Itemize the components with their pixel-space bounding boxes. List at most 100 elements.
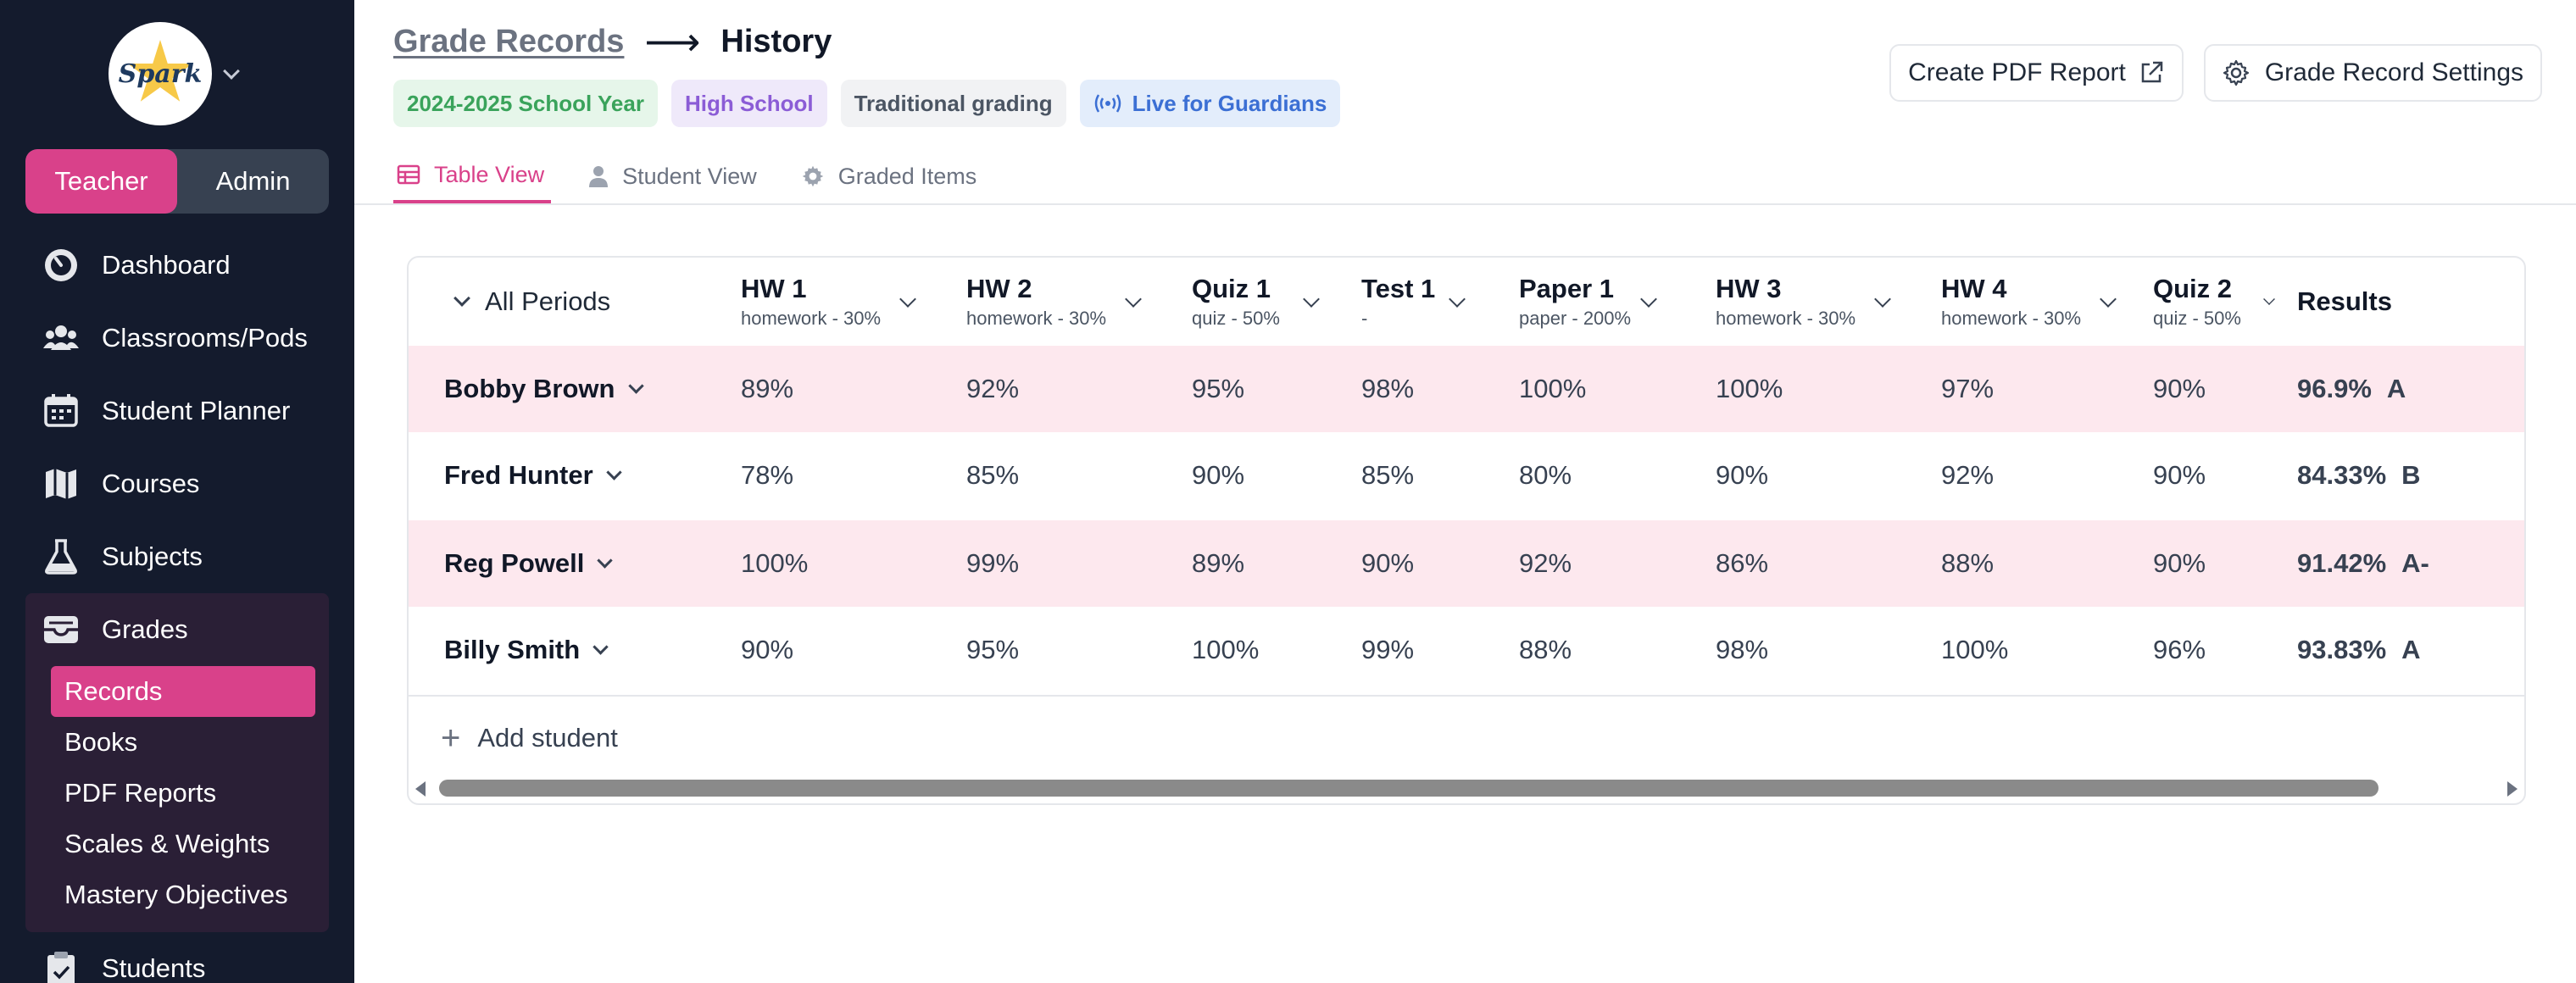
column-header[interactable]: HW 1 homework - 30% <box>741 258 881 346</box>
create-pdf-report-label: Create PDF Report <box>1908 58 2126 86</box>
score-cell[interactable]: 90% <box>1716 460 1769 490</box>
column-header[interactable]: Quiz 1 quiz - 50% <box>1192 258 1280 346</box>
chevron-down-icon <box>593 638 609 655</box>
sidebar-subitem-records[interactable]: Records <box>51 666 315 717</box>
score-cell[interactable]: 92% <box>1519 548 1572 578</box>
student-name-dropdown[interactable]: Billy Smith <box>444 607 609 693</box>
score-cell[interactable]: 100% <box>1192 635 1260 664</box>
tabs-divider <box>354 203 2576 205</box>
grade-record-settings-button[interactable]: Grade Record Settings <box>2203 44 2542 102</box>
score-cell[interactable]: 90% <box>741 635 794 664</box>
sidebar-item-label: Subjects <box>102 541 203 571</box>
score-cell[interactable]: 89% <box>741 374 794 403</box>
score-cell[interactable]: 90% <box>1361 548 1415 578</box>
score-cell[interactable]: 80% <box>1519 460 1572 490</box>
scroll-right-icon[interactable] <box>2507 781 2518 797</box>
score-cell[interactable]: 99% <box>1361 635 1415 664</box>
create-pdf-report-button[interactable]: Create PDF Report <box>1889 44 2184 102</box>
scroll-thumb[interactable] <box>439 780 2378 797</box>
score-cell[interactable]: 90% <box>2153 460 2206 490</box>
score-cell[interactable]: 100% <box>741 548 809 578</box>
score-cell[interactable]: 92% <box>966 374 1020 403</box>
column-title: HW 4 <box>1941 274 2007 303</box>
score-cell[interactable]: 99% <box>966 548 1020 578</box>
column-header[interactable]: Quiz 2 quiz - 50% <box>2153 258 2241 346</box>
column-header[interactable]: HW 2 homework - 30% <box>966 258 1106 346</box>
sidebar-item-classrooms[interactable]: Classrooms/Pods <box>25 302 329 375</box>
score-cell[interactable]: 100% <box>1716 374 1783 403</box>
score-cell[interactable]: 100% <box>1519 374 1587 403</box>
column-header[interactable]: Test 1 - <box>1361 258 1435 346</box>
org-switcher[interactable]: Spark <box>108 22 240 125</box>
score-cell[interactable]: 90% <box>2153 374 2206 403</box>
student-name-dropdown[interactable]: Bobby Brown <box>444 346 644 432</box>
tab-table-view[interactable]: Table View <box>393 149 552 203</box>
chevron-down-icon[interactable] <box>1449 291 1466 308</box>
scroll-left-icon[interactable] <box>415 781 426 797</box>
chevron-down-icon[interactable] <box>899 291 916 308</box>
top-actions: Create PDF Report Grade Record Settings <box>1889 44 2542 102</box>
chevron-down-icon[interactable] <box>1640 291 1657 308</box>
column-header[interactable]: Paper 1 paper - 200% <box>1519 258 1631 346</box>
school-year-badge: 2024-2025 School Year <box>393 80 658 127</box>
chevron-down-icon[interactable] <box>223 63 240 80</box>
column-header[interactable]: HW 3 homework - 30% <box>1716 258 1855 346</box>
breadcrumb-grade-records-link[interactable]: Grade Records <box>393 23 625 59</box>
sidebar-subitem-pdf-reports[interactable]: PDF Reports <box>64 778 217 808</box>
score-cell[interactable]: 96% <box>2153 635 2206 664</box>
score-cell[interactable]: 95% <box>966 635 1020 664</box>
score-cell[interactable]: 86% <box>1716 548 1769 578</box>
score-cell[interactable]: 85% <box>1361 460 1415 490</box>
grades-section: Grades Records Books PDF Reports Scales … <box>25 593 329 932</box>
sidebar-subitem-scales-weights[interactable]: Scales & Weights <box>64 829 270 858</box>
sidebar-item-grades[interactable]: Grades <box>25 593 329 666</box>
score-cell[interactable]: 92% <box>1941 460 1995 490</box>
column-header[interactable]: HW 4 homework - 30% <box>1941 258 2081 346</box>
cog-icon <box>801 164 825 188</box>
horizontal-scrollbar[interactable] <box>409 775 2524 800</box>
score-cell[interactable]: 88% <box>1519 635 1572 664</box>
score-cell[interactable]: 90% <box>1192 460 1245 490</box>
score-cell[interactable]: 88% <box>1941 548 1995 578</box>
chevron-down-icon[interactable] <box>1303 291 1320 308</box>
score-cell[interactable]: 100% <box>1941 635 2009 664</box>
chevron-down-icon[interactable] <box>1874 291 1891 308</box>
chevron-down-icon[interactable] <box>2263 293 2275 305</box>
logo: Spark <box>108 22 212 125</box>
score-cell[interactable]: 95% <box>1192 374 1245 403</box>
score-cell[interactable]: 78% <box>741 460 794 490</box>
tab-student-view[interactable]: Student View <box>585 149 764 203</box>
result-cell: 84.33% B <box>2297 432 2421 519</box>
sidebar-item-courses[interactable]: Courses <box>25 447 329 520</box>
sidebar-item-subjects[interactable]: Subjects <box>25 520 329 593</box>
add-student-button[interactable]: + Add student <box>409 695 2524 780</box>
table-icon <box>397 164 420 185</box>
grading-badge: Traditional grading <box>840 80 1066 127</box>
student-name: Reg Powell <box>444 548 585 578</box>
chevron-down-icon[interactable] <box>2100 291 2117 308</box>
student-name-dropdown[interactable]: Reg Powell <box>444 520 614 607</box>
admin-role-button[interactable]: Admin <box>215 166 291 196</box>
main-content: Grade Records ⟶ History 2024-2025 School… <box>354 0 2576 983</box>
tab-graded-items[interactable]: Graded Items <box>798 149 984 203</box>
score-cell[interactable]: 97% <box>1941 374 1995 403</box>
score-cell[interactable]: 98% <box>1361 374 1415 403</box>
sidebar-subitem-books[interactable]: Books <box>64 727 138 757</box>
gear-icon <box>2223 59 2250 86</box>
user-icon <box>588 165 609 187</box>
result-percent: 96.9% <box>2297 374 2372 403</box>
sidebar-item-student-planner[interactable]: Student Planner <box>25 375 329 447</box>
teacher-role-button[interactable]: Teacher <box>25 149 177 214</box>
column-subtitle: homework - 30% <box>741 308 882 329</box>
sidebar-item-dashboard[interactable]: Dashboard <box>25 229 329 302</box>
plus-icon: + <box>441 719 461 757</box>
sidebar-subitem-mastery-objectives[interactable]: Mastery Objectives <box>64 880 288 909</box>
score-cell[interactable]: 89% <box>1192 548 1245 578</box>
score-cell[interactable]: 90% <box>2153 548 2206 578</box>
all-periods-dropdown[interactable]: All Periods <box>453 258 610 346</box>
sidebar-item-students[interactable]: Students <box>25 932 329 983</box>
score-cell[interactable]: 98% <box>1716 635 1769 664</box>
score-cell[interactable]: 85% <box>966 460 1020 490</box>
student-name-dropdown[interactable]: Fred Hunter <box>444 432 622 519</box>
chevron-down-icon[interactable] <box>1125 291 1142 308</box>
